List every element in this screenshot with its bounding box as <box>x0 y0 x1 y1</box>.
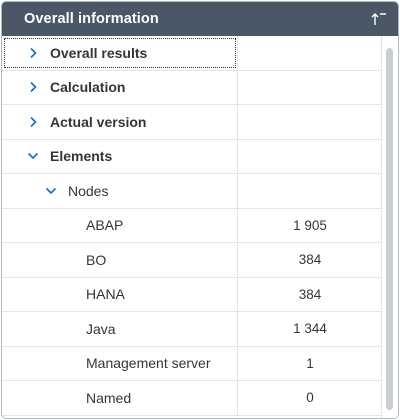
row-value <box>238 71 382 105</box>
row-label: Overall results <box>50 44 148 61</box>
panel-header: Overall information <box>2 2 398 36</box>
row-label: HANA <box>86 286 125 303</box>
row-label: Management server <box>86 355 211 372</box>
tree-row-management-server[interactable]: Management server 1 <box>2 346 382 381</box>
row-value <box>238 36 382 70</box>
tree-row-bo[interactable]: BO 384 <box>2 243 382 278</box>
tree-table: Overall results Calculation Actual versi… <box>2 36 382 418</box>
row-label-cell: Management server <box>2 346 238 380</box>
row-value: 384 <box>298 286 322 302</box>
row-value: 384 <box>298 252 322 268</box>
chevron-right-icon[interactable] <box>26 46 40 60</box>
row-value: 1 <box>306 355 314 371</box>
tree-row-elements[interactable]: Elements <box>2 139 382 174</box>
row-label: Nodes <box>68 182 109 199</box>
chevron-right-icon[interactable] <box>26 115 40 129</box>
row-label-cell: Named <box>2 381 238 415</box>
panel-title: Overall information <box>24 11 159 27</box>
row-label: Named <box>86 389 132 406</box>
chevron-down-icon[interactable] <box>26 149 40 163</box>
row-value <box>238 140 382 174</box>
tree-row-calculation[interactable]: Calculation <box>2 70 382 105</box>
row-value: 1 905 <box>293 217 327 233</box>
row-value <box>238 105 382 139</box>
tree-row-actual-version[interactable]: Actual version <box>2 105 382 140</box>
row-value: 1 344 <box>293 321 327 337</box>
chevron-down-icon[interactable] <box>44 184 58 198</box>
row-label-cell: Elements <box>2 139 238 173</box>
row-label: Java <box>86 320 116 337</box>
row-label-cell: Nodes <box>2 174 238 208</box>
chevron-right-icon[interactable] <box>26 80 40 94</box>
row-label-cell: Calculation <box>2 70 238 104</box>
tree-row-abap[interactable]: ABAP 1 905 <box>2 208 382 243</box>
scrollbar-thumb[interactable] <box>386 48 393 410</box>
row-value <box>238 174 382 208</box>
tree-row-overall-results[interactable]: Overall results <box>2 36 382 71</box>
row-label: ABAP <box>86 217 124 234</box>
row-label: Elements <box>50 148 113 165</box>
row-label-cell: Overall results <box>2 36 238 70</box>
row-label-cell: HANA <box>2 277 238 311</box>
row-label-cell: Actual version <box>2 105 238 139</box>
row-label: Calculation <box>50 79 126 96</box>
row-label-cell: BO <box>2 243 238 277</box>
row-label-cell: ABAP <box>2 208 238 242</box>
tree-row-nodes[interactable]: Nodes <box>2 174 382 209</box>
row-label-cell: Java <box>2 312 238 346</box>
tree-row-java[interactable]: Java 1 344 <box>2 312 382 347</box>
row-value: 0 <box>306 390 314 406</box>
tree-row-hana[interactable]: HANA 384 <box>2 277 382 312</box>
row-label: Actual version <box>50 113 147 130</box>
tree-row-named[interactable]: Named 0 <box>2 381 382 416</box>
vertical-scrollbar[interactable] <box>381 36 398 418</box>
sort-ascending-icon[interactable] <box>370 10 388 28</box>
row-label: BO <box>86 251 107 268</box>
